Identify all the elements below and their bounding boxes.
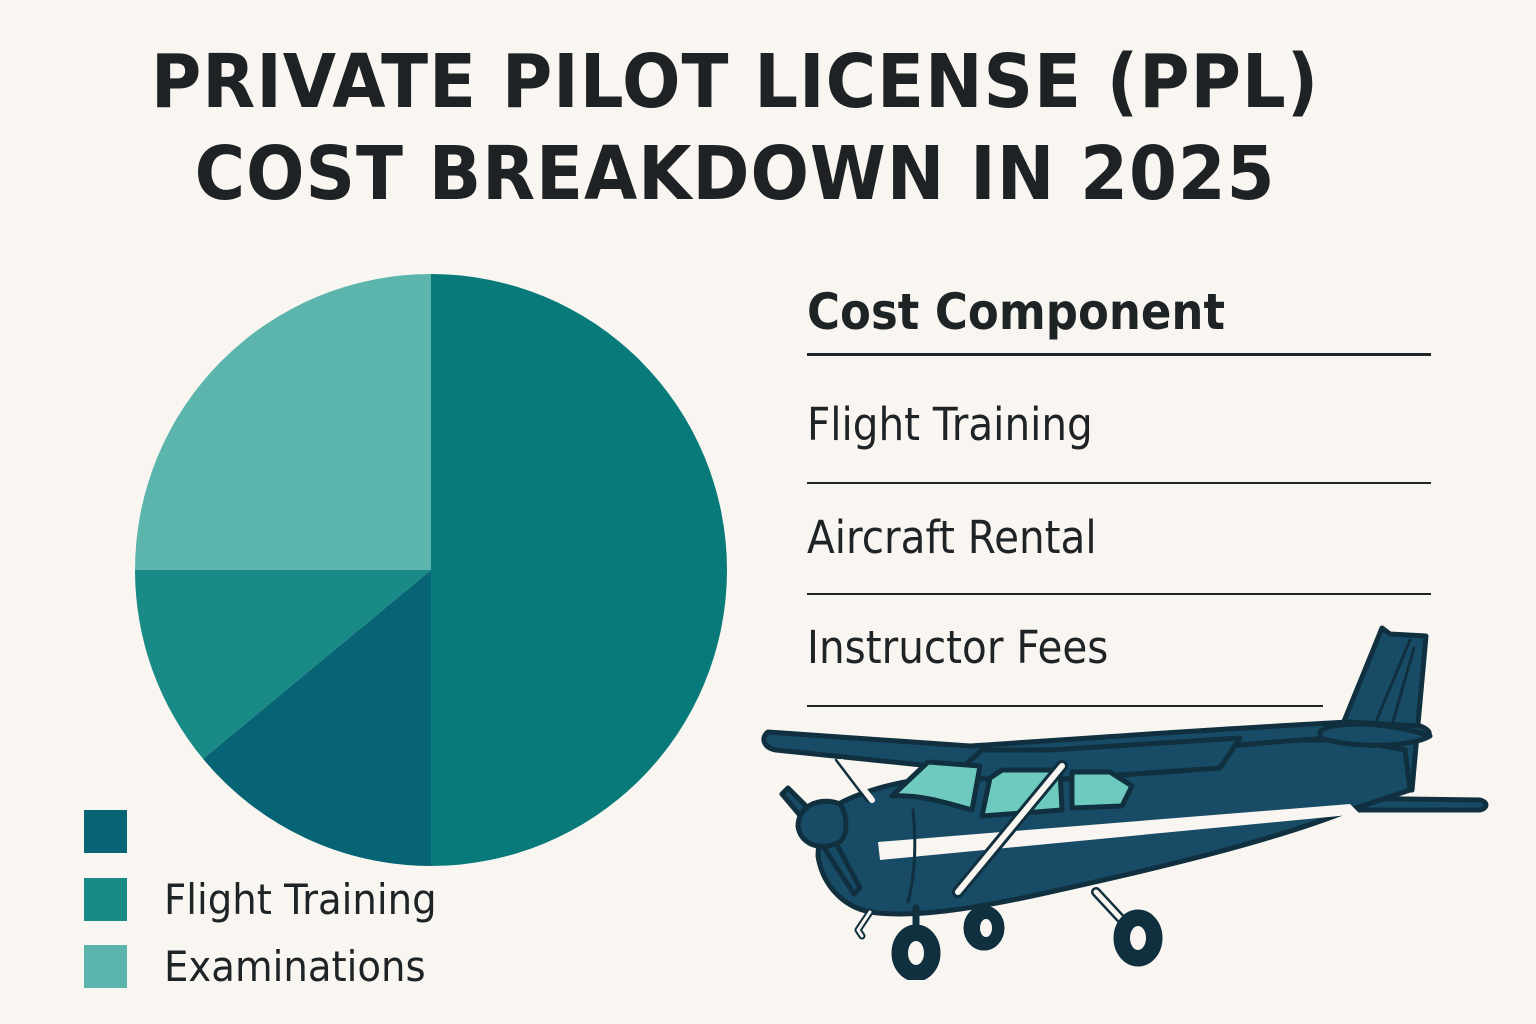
legend-item-2: Flight Training xyxy=(84,875,504,924)
pie-chart xyxy=(134,274,727,866)
pie-slice-examinations[interactable] xyxy=(135,274,431,570)
legend-item-1 xyxy=(84,810,504,854)
airplane-icon xyxy=(761,625,1489,980)
table-header: Cost Component xyxy=(807,283,1225,341)
legend-label: Flight Training xyxy=(164,875,437,924)
chart-title: PRIVATE PILOT LICENSE (PPL) COST BREAKDO… xyxy=(51,36,1418,220)
pie-slice-main[interactable] xyxy=(431,274,727,866)
row-divider xyxy=(807,482,1431,484)
pie-slice-flight-training[interactable] xyxy=(134,570,431,759)
title-line-2: COST BREAKDOWN IN 2025 xyxy=(194,131,1276,217)
row-divider xyxy=(807,593,1431,595)
table-row-instructor-fees: Instructor Fees xyxy=(807,621,1109,674)
header-divider xyxy=(807,353,1431,356)
table-row-flight-training: Flight Training xyxy=(807,398,1093,451)
row-divider xyxy=(807,705,1323,707)
legend-label: Examinations xyxy=(164,942,426,991)
legend-swatch-darkest xyxy=(84,810,127,853)
legend-swatch-examinations xyxy=(84,945,127,988)
legend-item-3: Examinations xyxy=(84,942,504,991)
table-row-aircraft-rental: Aircraft Rental xyxy=(807,511,1097,564)
title-line-1: PRIVATE PILOT LICENSE (PPL) xyxy=(150,39,1320,125)
legend-swatch-flight-training xyxy=(84,878,127,921)
pie-slice-darkest[interactable] xyxy=(203,570,431,866)
